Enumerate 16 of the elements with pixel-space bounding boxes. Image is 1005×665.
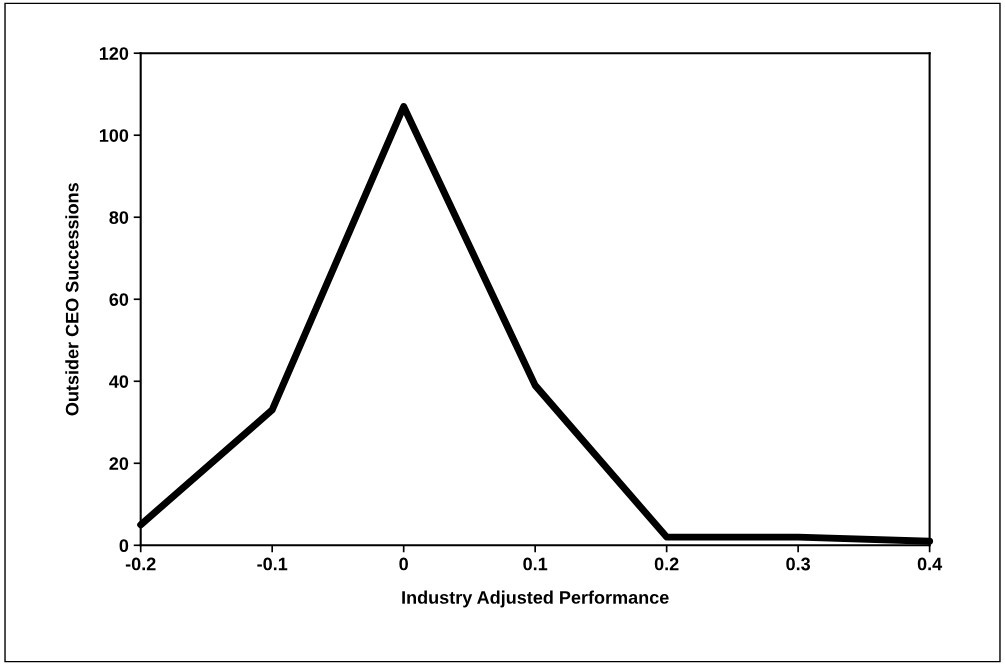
y-tick-label: 80	[109, 211, 129, 224]
y-tick-label: 40	[109, 375, 129, 388]
y-tick-label: 20	[109, 457, 129, 470]
x-tick-label: 0	[399, 557, 408, 571]
x-tick-label: 0.4	[917, 557, 943, 571]
x-tick-label: 0.1	[523, 557, 548, 571]
y-tick-label: 100	[99, 129, 129, 142]
x-tick-label: 0.3	[786, 557, 811, 571]
x-tick-label: -0.1	[257, 557, 288, 571]
x-tick-label: -0.2	[125, 557, 156, 571]
y-tick-label: 60	[109, 293, 129, 306]
x-axis-title: Industry Adjusted Performance	[402, 590, 669, 608]
y-tick-label: 120	[99, 47, 129, 60]
y-tick-label: 0	[119, 539, 129, 553]
y-axis-title: Outsider CEO Successions	[65, 183, 79, 416]
x-tick-label: 0.2	[654, 557, 679, 571]
